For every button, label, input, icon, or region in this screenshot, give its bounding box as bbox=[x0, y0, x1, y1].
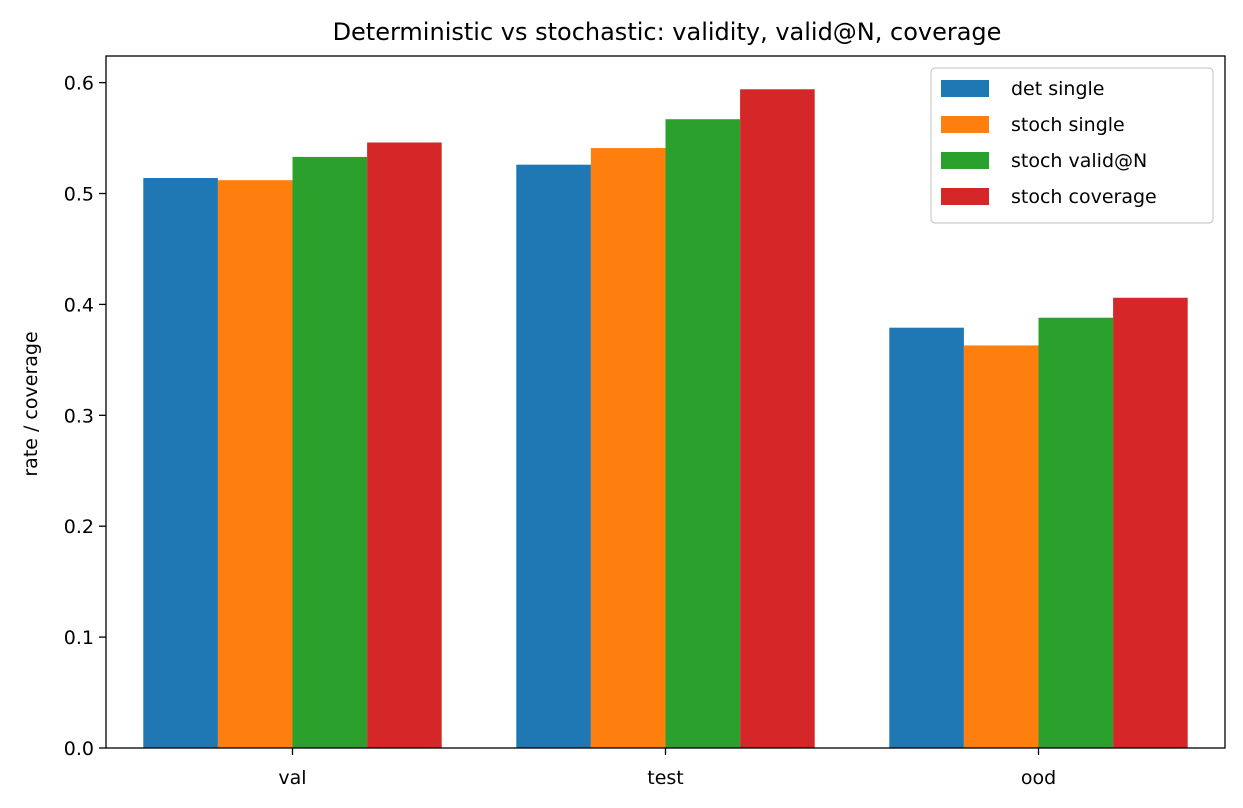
bar-test-stoch-single bbox=[590, 148, 666, 749]
bar-ood-stoch-single bbox=[963, 345, 1039, 748]
y-axis-label: rate / coverage bbox=[20, 331, 42, 476]
legend-swatch bbox=[941, 188, 989, 205]
y-tick-label: 0.3 bbox=[64, 405, 94, 427]
bar-test-det-single bbox=[516, 164, 591, 748]
x-axis-ticks: val test ood bbox=[278, 748, 1056, 789]
x-tick-label: test bbox=[647, 767, 684, 789]
bar-ood-det-single bbox=[889, 327, 964, 748]
y-tick-label: 0.2 bbox=[64, 516, 94, 538]
x-tick-label: val bbox=[278, 767, 306, 789]
y-tick-label: 0.6 bbox=[64, 73, 94, 95]
plot-area-frame bbox=[105, 55, 1226, 749]
bar-test-stoch-valid-n bbox=[665, 119, 741, 748]
legend-label: stoch coverage bbox=[1011, 186, 1157, 208]
bar-val-stoch-valid-n bbox=[292, 156, 368, 748]
chart-title: Deterministic vs stochastic: validity, v… bbox=[333, 18, 1002, 46]
x-tick-label: ood bbox=[1021, 767, 1056, 789]
bar-test-stoch-coverage bbox=[740, 89, 815, 749]
legend-swatch bbox=[941, 80, 989, 97]
legend-box bbox=[930, 67, 1214, 224]
legend-swatch bbox=[941, 152, 989, 169]
y-axis-ticks: 0.0 0.1 0.2 0.3 0.4 0.5 0.6 bbox=[64, 73, 106, 760]
bars-group bbox=[143, 89, 1188, 749]
bar-ood-stoch-coverage bbox=[1113, 297, 1188, 748]
bar-val-det-single bbox=[143, 177, 218, 748]
y-tick-label: 0.1 bbox=[64, 627, 94, 649]
legend-swatch bbox=[941, 116, 989, 133]
y-tick-label: 0.0 bbox=[64, 738, 94, 760]
legend-label: stoch single bbox=[1011, 114, 1125, 136]
bar-ood-stoch-valid-n bbox=[1038, 317, 1114, 748]
legend-label: det single bbox=[1011, 78, 1105, 100]
y-tick-label: 0.4 bbox=[64, 294, 94, 316]
bar-val-stoch-single bbox=[217, 180, 293, 748]
bar-val-stoch-coverage bbox=[367, 142, 442, 748]
legend-label: stoch valid@N bbox=[1011, 150, 1147, 172]
y-tick-label: 0.5 bbox=[64, 184, 94, 206]
legend: det single stoch single stoch valid@N stoch… bbox=[930, 67, 1214, 224]
